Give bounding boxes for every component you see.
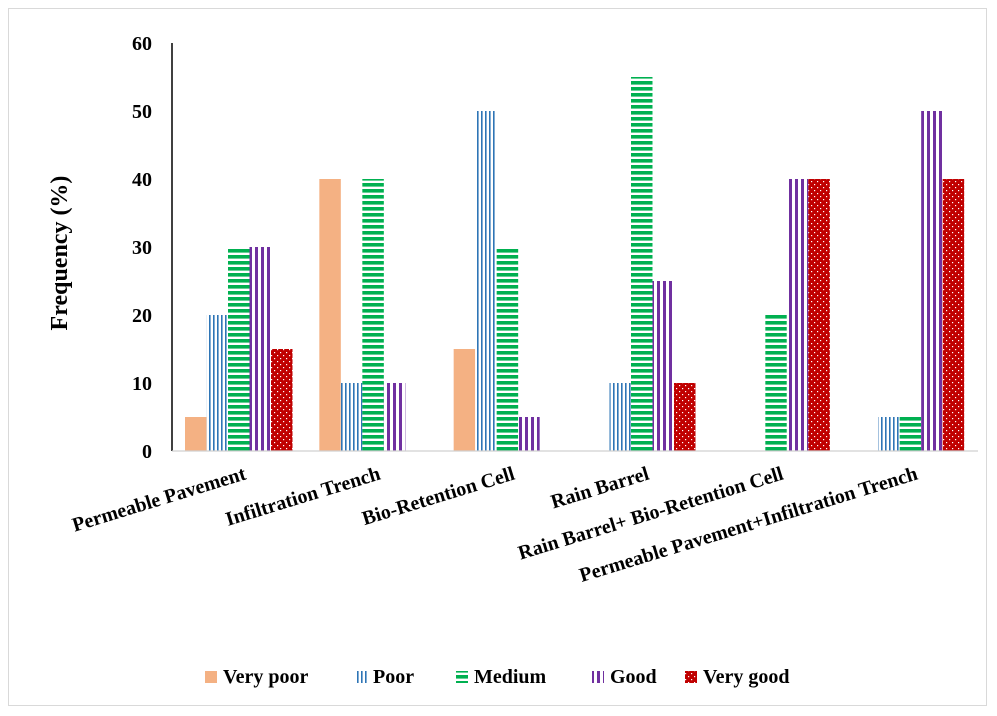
legend-label: Poor	[373, 666, 414, 688]
bar-poor	[475, 111, 497, 451]
bar-poor	[609, 383, 631, 451]
bar-medium	[899, 417, 922, 451]
bar-medium	[496, 247, 519, 451]
legend: Very poor Poor Medium Good Very good	[205, 666, 789, 688]
legend-item: Very good	[685, 666, 789, 688]
bar-good	[518, 417, 540, 451]
bar-medium	[228, 247, 250, 451]
x-tick-label: Permeable Pavement	[70, 463, 249, 537]
bar-good	[786, 179, 809, 451]
bar-very-good	[942, 179, 965, 451]
bar-very-poor	[185, 417, 207, 451]
legend-label: Good	[610, 666, 657, 688]
y-tick-label: 30	[132, 237, 152, 259]
chart-frame: 0 10 20 30 40 50 60 Permeable Pavement Infiltra…	[8, 8, 987, 706]
bar-medium	[631, 77, 653, 451]
bar-good	[383, 383, 406, 451]
y-tick-label: 20	[132, 305, 152, 327]
bar-poor	[206, 315, 228, 451]
legend-swatch	[685, 671, 697, 683]
bar-good	[921, 111, 943, 451]
legend-swatch	[456, 671, 468, 683]
bar-good	[652, 281, 674, 451]
bar-very-good	[271, 349, 293, 451]
bar-good	[249, 247, 271, 451]
bars	[185, 77, 965, 451]
legend-swatch	[355, 671, 367, 683]
bar-very-good	[808, 179, 830, 451]
legend-item: Poor	[355, 666, 414, 688]
bar-very-poor	[319, 179, 341, 451]
y-tick-label: 40	[132, 169, 152, 191]
y-tick-label: 0	[142, 441, 152, 463]
bar-medium	[362, 179, 384, 451]
y-axis-label: Frequency (%)	[47, 176, 73, 331]
legend-swatch	[205, 671, 217, 683]
y-tick-label: 10	[132, 373, 152, 395]
legend-label: Very poor	[223, 666, 308, 688]
legend-label: Very good	[703, 666, 789, 688]
bar-poor	[878, 417, 900, 451]
legend-swatch	[592, 671, 604, 683]
x-tick-label: Bio-Retention Cell	[359, 463, 517, 530]
y-tick-label: 60	[132, 33, 152, 55]
y-tick-label: 50	[132, 101, 152, 123]
bar-medium	[765, 315, 787, 451]
legend-item: Medium	[456, 666, 547, 688]
bar-poor	[340, 383, 363, 451]
bar-chart: 0 10 20 30 40 50 60 Permeable PavementInfiltra…	[47, 33, 978, 688]
bar-very-good	[674, 383, 696, 451]
bar-very-poor	[453, 349, 476, 451]
y-axis: 0 10 20 30 40 50 60	[132, 33, 173, 463]
legend-item: Very poor	[205, 666, 308, 688]
legend-item: Good	[592, 666, 657, 688]
x-tick-label: Infiltration Trench	[223, 463, 383, 531]
legend-label: Medium	[474, 666, 547, 688]
